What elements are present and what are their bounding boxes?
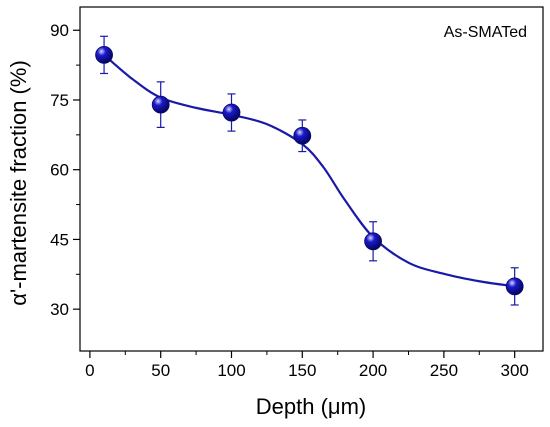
axis-ticks: 0 50 100 150 200 250 300 30 45 60 75 90 bbox=[50, 21, 529, 380]
annotation-label: As-SMATed bbox=[444, 24, 527, 41]
data-point bbox=[364, 221, 382, 262]
fit-curve bbox=[103, 54, 515, 288]
data-point bbox=[151, 81, 170, 129]
y-tick-label: 30 bbox=[50, 300, 69, 319]
x-tick-label: 300 bbox=[500, 361, 528, 380]
x-tick-label: 200 bbox=[359, 361, 387, 380]
x-tick-label: 100 bbox=[217, 361, 245, 380]
y-axis-title: α'-martensite fraction (%) bbox=[6, 60, 31, 306]
data-marker bbox=[293, 126, 312, 145]
x-tick-label: 150 bbox=[288, 361, 316, 380]
data-marker bbox=[364, 232, 382, 251]
data-points-layer bbox=[95, 35, 524, 306]
data-marker bbox=[151, 95, 170, 114]
data-marker bbox=[222, 103, 241, 122]
fit-curve-layer bbox=[103, 54, 515, 288]
x-tick-label: 250 bbox=[430, 361, 458, 380]
y-tick-label: 45 bbox=[50, 230, 69, 249]
y-tick-label: 90 bbox=[50, 21, 69, 40]
x-axis-title: Depth (μm) bbox=[256, 394, 366, 419]
data-point bbox=[293, 119, 312, 153]
data-marker bbox=[95, 45, 113, 64]
y-tick-label: 60 bbox=[50, 161, 69, 180]
data-marker bbox=[505, 277, 524, 296]
x-tick-label: 0 bbox=[85, 361, 94, 380]
data-point bbox=[95, 35, 113, 75]
data-point bbox=[222, 93, 241, 132]
data-point bbox=[505, 267, 524, 306]
y-tick-label: 75 bbox=[50, 91, 69, 110]
plot-frame bbox=[79, 6, 544, 352]
x-tick-label: 50 bbox=[151, 361, 170, 380]
